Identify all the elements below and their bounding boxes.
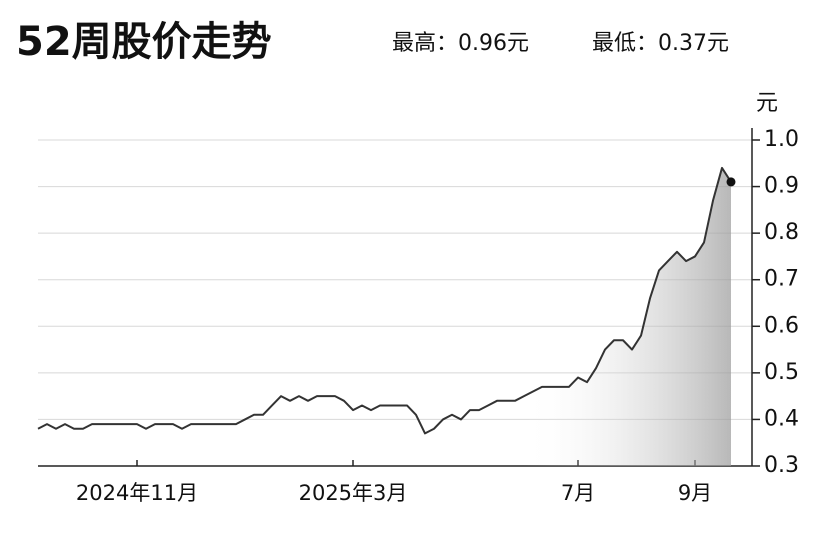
y-tick-label: 0.3 [764, 453, 799, 478]
end-dot [726, 177, 736, 187]
y-unit: 元 [756, 91, 778, 116]
line [37, 166, 732, 435]
y-tick-label: 0.8 [764, 220, 799, 245]
x-tick-label: 2024年11月 [76, 481, 198, 505]
y-tick-label: 0.6 [764, 313, 799, 338]
chart-title: 52周股价走势 [16, 19, 272, 65]
low-label: 最低：0.37元 [592, 31, 729, 56]
x-tick-label: 2025年3月 [299, 481, 408, 505]
y-tick-label: 0.7 [764, 267, 799, 292]
y-tick-label: 0.9 [764, 174, 799, 199]
area [38, 167, 731, 466]
x-tick-label: 7月 [561, 481, 595, 505]
y-tick-label: 1.0 [764, 127, 799, 152]
high-label: 最高：0.96元 [392, 31, 529, 56]
y-tick-label: 0.4 [764, 406, 799, 431]
y-tick-label: 0.5 [764, 360, 799, 385]
x-tick-label: 9月 [678, 481, 712, 505]
